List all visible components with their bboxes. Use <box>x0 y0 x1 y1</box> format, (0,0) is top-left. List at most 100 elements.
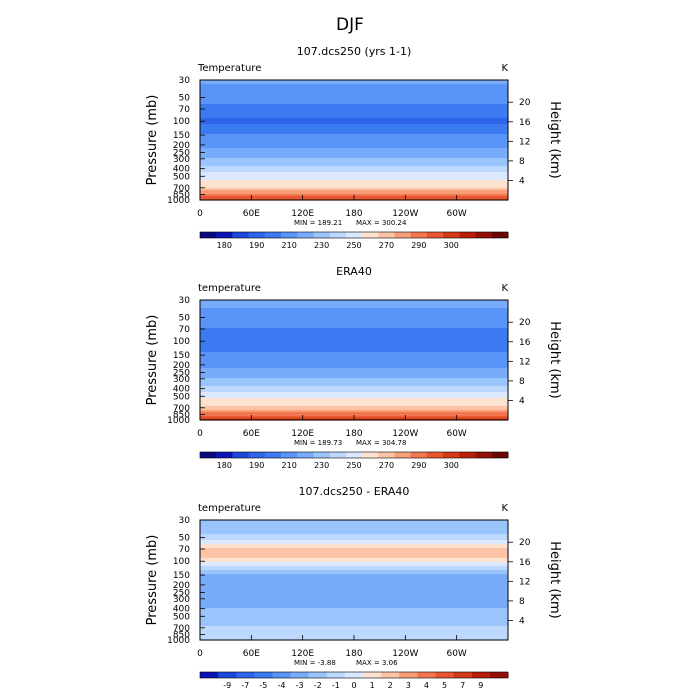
colorbar-swatch <box>443 232 460 238</box>
colorbar-swatch <box>489 672 509 678</box>
units-label: K <box>501 63 508 74</box>
contour-band <box>200 552 508 555</box>
y2-axis-label: Height (km) <box>547 321 562 398</box>
contour-band <box>200 546 508 549</box>
colorbar-swatch <box>435 672 455 678</box>
contour-band <box>200 374 508 377</box>
contour-band <box>200 138 508 141</box>
contour-band <box>200 334 508 337</box>
contour-band <box>200 382 508 385</box>
contour-band <box>200 580 508 583</box>
contour-band <box>200 610 508 613</box>
y-tick-label: 30 <box>179 516 191 526</box>
min-label: MIN = -3.88 <box>294 659 336 667</box>
colorbar-swatch <box>297 232 314 238</box>
y-axis-label: Pressure (mb) <box>145 315 160 406</box>
colorbar-swatch <box>426 452 444 458</box>
colorbar-label: -3 <box>296 681 304 690</box>
contour-band <box>200 602 508 605</box>
colorbar-label: 210 <box>282 461 297 470</box>
y-tick-label: 250 <box>173 589 190 599</box>
y2-tick-label: 20 <box>519 318 531 328</box>
contour-band <box>200 116 508 119</box>
colorbar-swatch <box>200 232 217 238</box>
colorbar-label: 270 <box>379 241 394 250</box>
contour-band <box>200 612 508 615</box>
colorbar-swatch <box>417 672 436 678</box>
colorbar-frame <box>199 671 509 679</box>
contour-band <box>200 104 508 107</box>
x-tick-label: 180 <box>345 649 362 659</box>
y-tick-label: 1000 <box>167 636 190 646</box>
colorbar-frame <box>199 451 509 459</box>
variable-label: Temperature <box>197 63 261 74</box>
y2-tick-label: 12 <box>519 577 530 587</box>
x-tick-label: 120E <box>291 649 314 659</box>
colorbar-label: 270 <box>379 461 394 470</box>
contour-band <box>200 164 508 167</box>
contour-band <box>200 572 508 575</box>
contour-band <box>200 92 508 95</box>
contour-band <box>200 310 508 313</box>
contour-band <box>200 100 508 103</box>
contour-band <box>200 188 508 191</box>
contour-band <box>200 118 508 121</box>
colorbar-swatch <box>459 452 476 458</box>
contour-band <box>200 630 508 633</box>
colorbar-label: -4 <box>278 681 286 690</box>
contour-band <box>200 586 508 589</box>
y2-tick-label: 16 <box>519 118 531 128</box>
colorbar-label: 230 <box>314 241 329 250</box>
colorbar-label: 290 <box>411 241 426 250</box>
y-tick-label: 250 <box>173 149 190 159</box>
contour-band <box>200 144 508 147</box>
colorbar-swatch <box>200 672 219 678</box>
contour-band <box>200 584 508 587</box>
colorbar-label: 180 <box>217 461 232 470</box>
y2-tick-label: 8 <box>519 377 525 387</box>
colorbar-swatch <box>248 232 266 238</box>
contour-band <box>200 570 508 573</box>
contour-band <box>200 362 508 365</box>
colorbar-swatch <box>363 672 382 678</box>
contour-band <box>200 534 508 537</box>
contour-band <box>200 520 508 523</box>
contour-band <box>200 564 508 567</box>
contour-band <box>200 160 508 163</box>
contour-band <box>200 388 508 391</box>
contour-band <box>200 550 508 553</box>
colorbar-swatch <box>475 452 493 458</box>
contour-band <box>200 568 508 571</box>
contour-band <box>200 174 508 177</box>
contour-band <box>200 110 508 113</box>
contour-band <box>200 560 508 563</box>
x-tick-label: 180 <box>345 429 362 439</box>
x-tick-label: 60W <box>446 429 466 439</box>
x-tick-label: 120E <box>291 209 314 219</box>
colorbar-swatch <box>248 452 266 458</box>
contour-band <box>200 566 508 569</box>
colorbar-swatch <box>281 232 298 238</box>
contour-band <box>200 106 508 109</box>
contour-band <box>200 624 508 627</box>
contour-band <box>200 608 508 611</box>
contour-band <box>200 140 508 143</box>
contour-band <box>200 136 508 139</box>
colorbar-swatch <box>264 232 282 238</box>
y-tick-label: 70 <box>179 105 191 115</box>
contour-band <box>200 354 508 357</box>
contour-band <box>200 628 508 631</box>
contour-band <box>200 170 508 173</box>
y-tick-label: 400 <box>173 605 190 615</box>
contour-band <box>200 578 508 581</box>
y-tick-label: 850 <box>173 190 190 200</box>
contour-band <box>200 98 508 101</box>
x-tick-label: 60E <box>243 209 260 219</box>
colorbar-label: 9 <box>478 681 483 690</box>
panel-title: ERA40 <box>336 265 372 278</box>
y2-tick-label: 4 <box>519 616 525 626</box>
contour-band <box>200 616 508 619</box>
y-tick-label: 400 <box>173 165 190 175</box>
colorbar-swatch <box>313 232 331 238</box>
units-label: K <box>501 503 508 514</box>
